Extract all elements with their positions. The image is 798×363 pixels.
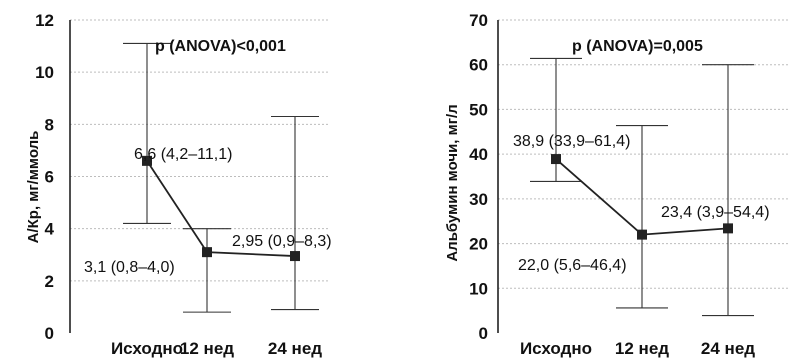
y-tick-label-5: 10 — [35, 63, 54, 82]
y-tick-label-6: 60 — [469, 56, 488, 75]
y-tick-label-2: 4 — [45, 220, 55, 239]
y-tick-label-1: 10 — [469, 279, 488, 298]
data-point-0 — [142, 155, 152, 166]
chart-right: 0 10 20 30 40 50 60 70 Исходно 12 нед 24 нед Альб… — [444, 11, 790, 358]
data-label-0: 6,6 (4,2–11,1) — [134, 146, 232, 163]
y-axis-label: А/Кр, мг/ммоль — [25, 131, 42, 244]
x-tick-labels: Исходно 12 нед 24 нед — [520, 339, 755, 358]
x-tick-label-1: 12 нед — [615, 339, 669, 358]
error-bars — [123, 42, 319, 313]
x-tick-label-1: 12 нед — [180, 339, 234, 358]
y-tick-label-5: 50 — [469, 100, 488, 119]
y-tick-label-7: 70 — [469, 11, 488, 30]
data-label-2: 2,95 (0,9–8,3) — [232, 233, 332, 250]
data-point-2 — [723, 223, 733, 234]
y-tick-label-2: 20 — [469, 235, 488, 254]
y-tick-label-6: 12 — [35, 11, 54, 30]
data-point-0 — [551, 154, 561, 165]
x-tick-label-2: 24 нед — [701, 339, 755, 358]
p-value-annotation: p (ANOVA)=0,005 — [572, 38, 703, 55]
y-tick-label-1: 2 — [45, 272, 54, 291]
y-tick-label-3: 6 — [45, 168, 54, 187]
y-tick-labels: 0 2 4 6 8 10 12 — [35, 11, 54, 343]
x-tick-label-0: Исходно — [520, 339, 592, 358]
data-point-2 — [290, 251, 300, 262]
data-label-0: 38,9 (33,9–61,4) — [513, 133, 630, 150]
data-point-1 — [637, 229, 647, 240]
grid — [498, 19, 790, 289]
y-tick-labels: 0 10 20 30 40 50 60 70 — [469, 11, 488, 343]
y-tick-label-0: 0 — [479, 324, 488, 343]
data-label-1: 3,1 (0,8–4,0) — [84, 259, 175, 276]
data-point-1 — [202, 247, 212, 258]
x-tick-label-2: 24 нед — [268, 339, 322, 358]
data-label-2: 23,4 (3,9–54,4) — [661, 204, 770, 221]
y-axis-label: Альбумин мочи, мг/л — [444, 104, 461, 261]
data-label-1: 22,0 (5,6–46,4) — [518, 257, 627, 274]
p-value-annotation: p (ANOVA)<0,001 — [155, 38, 286, 55]
error-bars — [530, 57, 754, 317]
y-tick-label-0: 0 — [45, 324, 54, 343]
y-tick-label-4: 8 — [45, 115, 54, 134]
y-tick-label-4: 40 — [469, 145, 488, 164]
series-points — [142, 155, 300, 262]
y-tick-label-3: 30 — [469, 190, 488, 209]
series-points — [551, 154, 733, 240]
x-tick-label-0: Исходно — [111, 339, 183, 358]
